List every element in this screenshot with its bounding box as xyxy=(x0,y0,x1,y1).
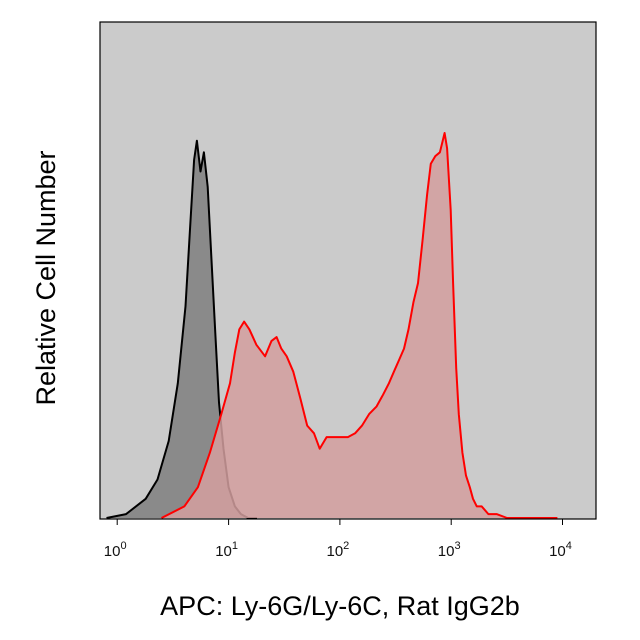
x-tick-label: 103 xyxy=(438,540,461,560)
x-tick-label: 100 xyxy=(104,540,127,560)
x-tick-label: 104 xyxy=(549,540,572,560)
y-axis-title: Relative Cell Number xyxy=(31,150,61,405)
plot-frame xyxy=(99,21,597,520)
x-tick-label: 101 xyxy=(215,540,238,560)
x-axis-title: APC: Ly-6G/Ly-6C, Rat IgG2b xyxy=(160,591,520,621)
series-layer xyxy=(106,132,558,519)
x-tick-label: 102 xyxy=(326,540,349,560)
sample-histogram-area xyxy=(161,133,558,518)
x-axis-ticks: 100 101 102 103 104 xyxy=(104,519,572,560)
sample-histogram-line xyxy=(161,132,558,519)
